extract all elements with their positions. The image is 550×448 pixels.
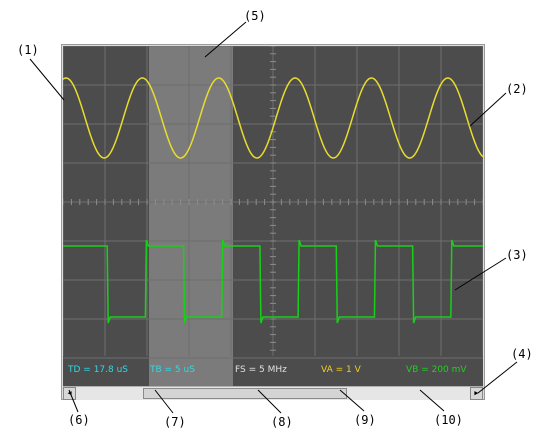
callout-label-2: (2) (506, 82, 528, 96)
scrollbar-thumb[interactable] (143, 388, 347, 399)
triangle-right-icon: ▶ (474, 389, 479, 397)
callout-label-3: (3) (506, 248, 528, 262)
time-delay-readout: TD = 17.8 uS (68, 365, 129, 375)
callout-label-10: (10) (434, 413, 463, 427)
scroll-right-button[interactable]: ▶ (470, 387, 483, 400)
callout-label-9: (9) (354, 413, 376, 427)
channel-b-square-trace (63, 239, 483, 324)
channel-a-volts-readout: VA = 1 V (321, 365, 361, 375)
callout-label-5: (5) (244, 9, 266, 23)
cursor-window-band[interactable] (149, 46, 233, 386)
channel-b-volts-readout: VB = 200 mV (406, 365, 467, 375)
triangle-left-icon: ◀ (67, 389, 72, 397)
channel-a-sine-trace (63, 77, 483, 159)
timebase-readout: TB = 5 uS (150, 365, 195, 375)
sample-frequency-readout: FS = 5 MHz (235, 365, 287, 375)
oscilloscope-screen[interactable]: TD = 17.8 uS TB = 5 uS FS = 5 MHz VA = 1… (63, 46, 483, 386)
callout-label-6: (6) (68, 413, 90, 427)
horizontal-scrollbar[interactable]: ◀ ▶ (63, 386, 483, 400)
callout-label-1: (1) (17, 43, 39, 57)
callout-label-7: (7) (164, 415, 186, 429)
graticule-grid (63, 46, 483, 359)
callout-label-4: (4) (511, 347, 533, 361)
scroll-left-button[interactable]: ◀ (63, 387, 76, 400)
waveform-display (63, 46, 483, 386)
callout-label-8: (8) (271, 415, 293, 429)
